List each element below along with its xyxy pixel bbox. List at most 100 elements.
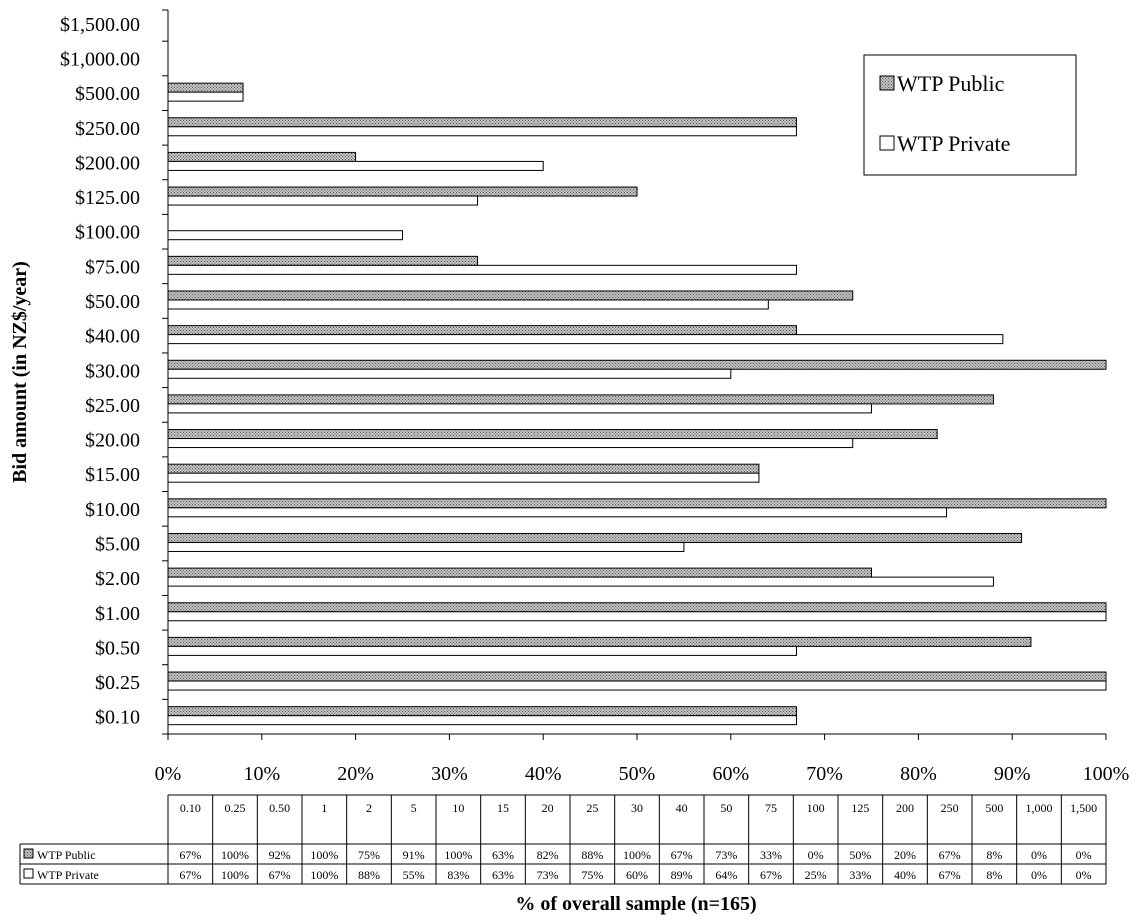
table-cell: 0% — [808, 848, 824, 862]
table-header-cell: 10 — [452, 801, 464, 815]
table-header-cell: 0.50 — [269, 801, 290, 815]
plot-area: $0.10 $0.25 $0.50 $1.00 $2.00 $5.00 $10.00 $15.… — [60, 9, 1130, 785]
table-header-cell: 1 — [321, 801, 327, 815]
table-cell: 100% — [310, 848, 338, 862]
table-row-label: WTP Private — [37, 868, 99, 882]
table-header-cell: 5 — [411, 801, 417, 815]
y-tick-label: $15.00 — [85, 464, 140, 486]
table-cell: 100% — [444, 848, 472, 862]
table-row-swatch — [23, 868, 34, 879]
table-cell: 40% — [894, 868, 916, 882]
bar-public-8 — [167, 429, 938, 440]
table-header-cell: 125 — [851, 801, 869, 815]
table-cell: 0% — [1031, 868, 1047, 882]
table-header-cell: 200 — [896, 801, 914, 815]
bar-public-16 — [167, 151, 357, 162]
bar-private-14 — [167, 230, 403, 241]
table-cell: 63% — [492, 848, 514, 862]
bar-private-0 — [167, 715, 797, 726]
table-cell: 67% — [671, 848, 693, 862]
x-tick-label: 60% — [712, 763, 749, 785]
x-tick-label: 30% — [431, 763, 468, 785]
table-header-cell: 500 — [985, 801, 1003, 815]
y-tick-label: $50.00 — [85, 291, 140, 313]
x-tick-label: 90% — [994, 763, 1031, 785]
y-tick-label: $100.00 — [75, 222, 140, 244]
bar-private-2 — [167, 645, 797, 656]
bar-private-15 — [167, 195, 479, 206]
y-tick-label: $500.00 — [75, 83, 140, 105]
table-header-cell: 40 — [676, 801, 688, 815]
table-cell: 33% — [849, 868, 871, 882]
table-cell: 100% — [623, 848, 651, 862]
y-tick-label: $1,000.00 — [60, 48, 140, 70]
table-header-cell: 15 — [497, 801, 509, 815]
y-tick-label: $200.00 — [75, 152, 140, 174]
table-cell: 55% — [403, 868, 425, 882]
table-cell: 67% — [179, 868, 201, 882]
y-tick-label: $40.00 — [85, 326, 140, 348]
table-header-cell: 20 — [542, 801, 554, 815]
table-header-cell: 250 — [941, 801, 959, 815]
table-cell: 67% — [939, 848, 961, 862]
table-cell: 64% — [715, 868, 737, 882]
bar-private-16 — [167, 160, 544, 171]
table-cell: 75% — [581, 868, 603, 882]
table-cell: 100% — [310, 868, 338, 882]
legend: WTP Public WTP Private — [863, 54, 1077, 176]
legend-box — [863, 54, 1077, 176]
y-tick-label: $1.00 — [95, 603, 140, 625]
x-tick-label: 80% — [900, 763, 937, 785]
y-axis-title: Bid amount (in NZ$/year) — [9, 261, 31, 483]
bar-public-3 — [167, 602, 1107, 613]
y-tick-label: $30.00 — [85, 360, 140, 382]
table-cell: 100% — [221, 848, 249, 862]
table-cell: 75% — [358, 848, 380, 862]
bar-public-5 — [167, 532, 1023, 543]
bar-public-17 — [167, 117, 797, 128]
table-header-cell: 50 — [720, 801, 732, 815]
x-tick-label: 100% — [1083, 763, 1130, 785]
x-tick-label: 20% — [337, 763, 374, 785]
bar-public-2 — [167, 636, 1032, 647]
table-cell: 88% — [358, 868, 380, 882]
table-header-cell: 100 — [807, 801, 825, 815]
table-cell: 63% — [492, 868, 514, 882]
table-header-cell: 0.25 — [225, 801, 246, 815]
table-header-cell: 1,000 — [1026, 801, 1053, 815]
x-tick-label: 40% — [525, 763, 562, 785]
bar-public-13 — [167, 255, 479, 266]
y-tick-label: $25.00 — [85, 395, 140, 417]
table-cell: 83% — [447, 868, 469, 882]
table-cell: 67% — [760, 868, 782, 882]
table-header-cell: 1,500 — [1070, 801, 1097, 815]
bar-public-18 — [167, 82, 244, 93]
x-tick-label: 10% — [243, 763, 280, 785]
table-cell: 20% — [894, 848, 916, 862]
table-header-cell: 2 — [366, 801, 372, 815]
table-cell: 67% — [939, 868, 961, 882]
table-header-cell: 30 — [631, 801, 643, 815]
bar-private-13 — [167, 264, 797, 275]
y-tick-label: $0.25 — [95, 672, 140, 694]
table-cell: 8% — [986, 848, 1002, 862]
table-cell: 0% — [1076, 868, 1092, 882]
bar-private-11 — [167, 334, 1004, 345]
legend-swatch-public — [879, 75, 895, 91]
bar-private-6 — [167, 507, 948, 518]
legend-label-public: WTP Public — [897, 71, 1005, 96]
y-tick-label: $1,500.00 — [60, 14, 140, 36]
bar-private-3 — [167, 611, 1107, 622]
y-tick-label: $10.00 — [85, 499, 140, 521]
table-cell: 91% — [403, 848, 425, 862]
bar-private-10 — [167, 368, 732, 379]
bar-public-15 — [167, 186, 638, 197]
bar-private-17 — [167, 126, 797, 137]
bar-private-8 — [167, 438, 854, 449]
bar-private-9 — [167, 403, 872, 414]
bar-private-12 — [167, 299, 769, 310]
table-cell: 33% — [760, 848, 782, 862]
bar-private-18 — [167, 91, 244, 102]
table-cell: 73% — [537, 868, 559, 882]
bar-public-12 — [167, 290, 854, 301]
